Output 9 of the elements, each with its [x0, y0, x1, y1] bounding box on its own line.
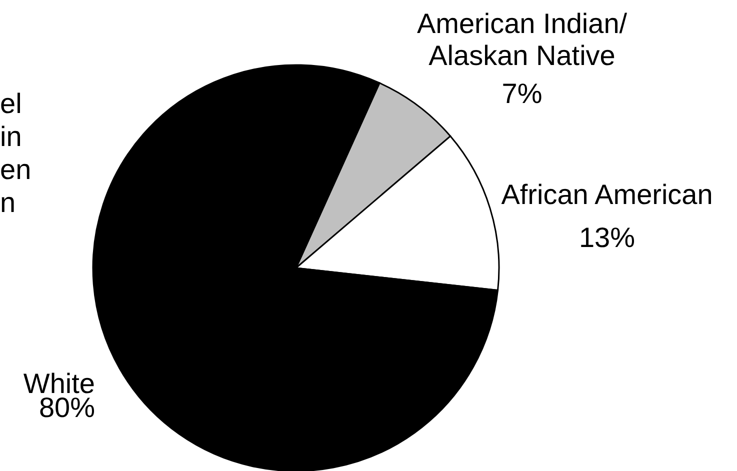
text: en	[0, 154, 32, 185]
text: n	[0, 187, 16, 218]
data-label: 13%	[578, 222, 636, 253]
text: el	[0, 88, 22, 119]
text: in	[0, 121, 22, 152]
pie-slice	[92, 64, 499, 471]
slice-label: American Indian/ Alaskan Native	[416, 8, 628, 71]
data-label: 7%	[502, 78, 542, 109]
slice-label: African American	[501, 179, 713, 210]
